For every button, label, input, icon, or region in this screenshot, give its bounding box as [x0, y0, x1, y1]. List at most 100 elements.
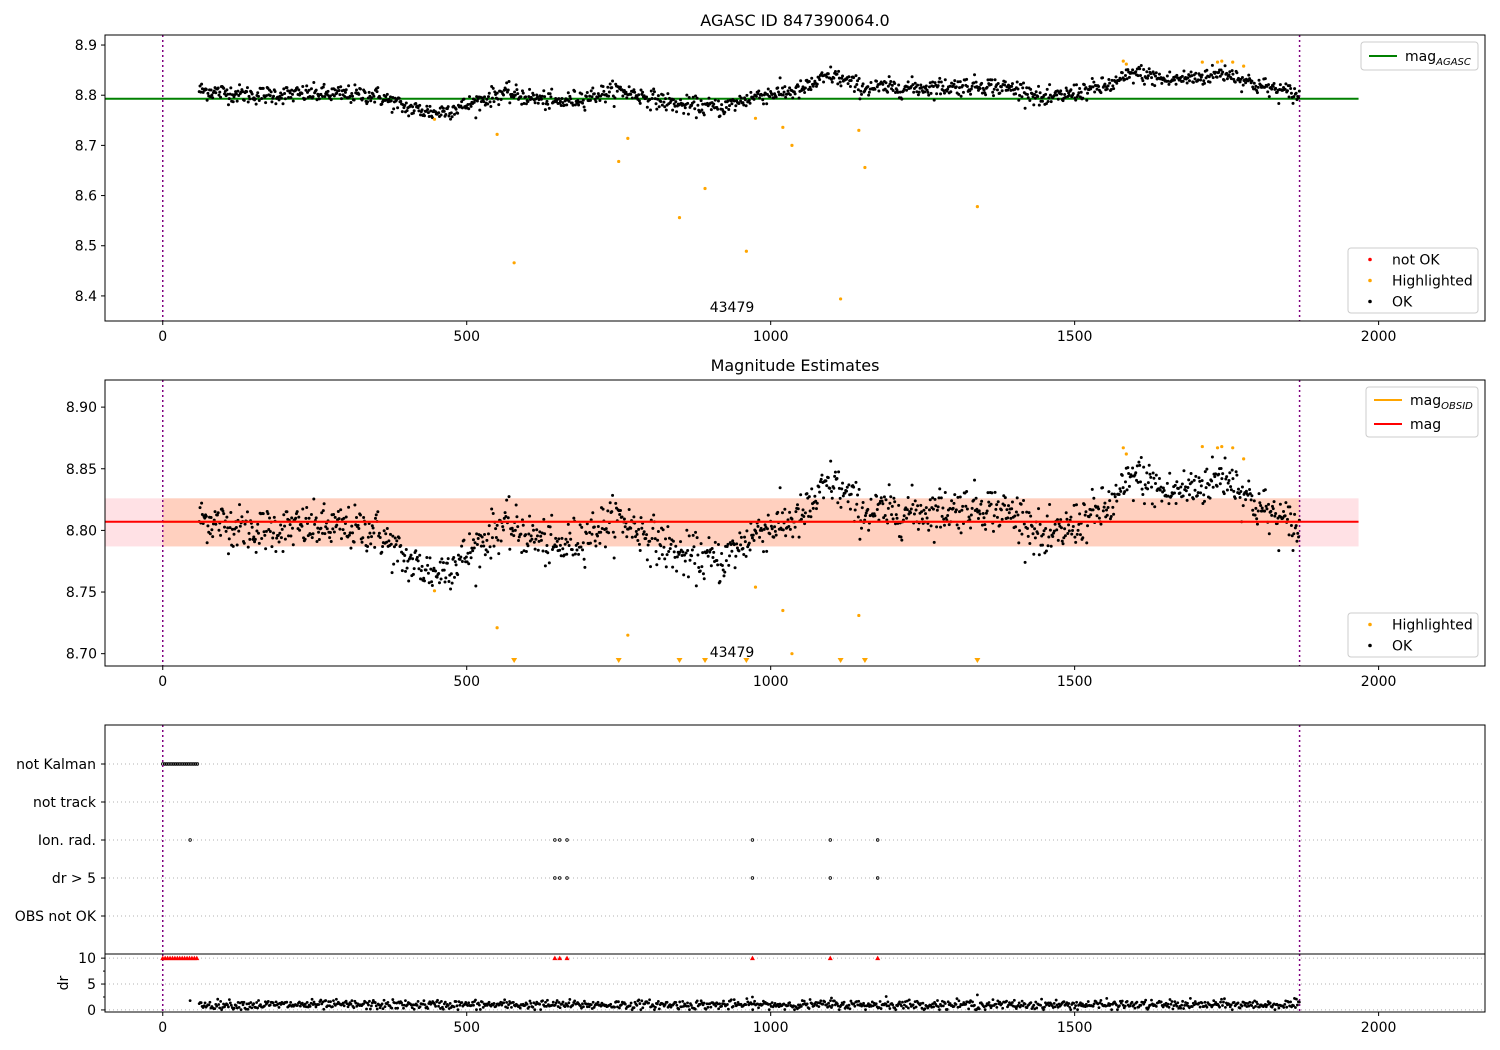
dr-point [619, 1003, 623, 1007]
ok-point [238, 503, 242, 507]
ok-point [687, 95, 691, 99]
ok-point [1022, 499, 1026, 503]
dr-point [436, 998, 439, 1002]
flag-marker [164, 762, 169, 766]
ok-point [622, 517, 626, 521]
dr-point [628, 1004, 632, 1008]
ok-point [528, 87, 532, 91]
ok-point [350, 91, 354, 95]
ok-point [209, 88, 213, 92]
ok-point [281, 550, 285, 554]
ok-point [645, 105, 649, 109]
dr-point [440, 999, 443, 1003]
dr-point [241, 1003, 245, 1007]
ok-point [818, 480, 822, 484]
ok-point [353, 503, 357, 507]
ok-point [1149, 475, 1153, 479]
ok-point [1182, 469, 1186, 473]
ok-point [201, 90, 205, 94]
ok-point [549, 95, 553, 99]
dr-point [434, 1004, 437, 1008]
ok-point [957, 92, 961, 96]
ok-point [520, 102, 524, 106]
ok-point [519, 95, 523, 99]
ok-point [948, 507, 952, 511]
ok-point [571, 553, 575, 557]
ok-point [837, 470, 841, 474]
ok-point [356, 523, 360, 527]
ok-point [839, 84, 843, 88]
dr-point [518, 1006, 522, 1010]
ok-point [641, 90, 645, 94]
ok-point [338, 527, 342, 531]
ok-point [691, 533, 695, 537]
ok-point [1272, 500, 1276, 504]
ok-point [524, 95, 528, 99]
ok-point [1073, 535, 1077, 539]
ok-point [1238, 496, 1242, 500]
ok-point [866, 85, 870, 89]
ok-point [246, 100, 250, 104]
ok-point [976, 517, 980, 521]
ok-point [295, 86, 299, 90]
ok-point [867, 93, 871, 97]
ok-point [852, 485, 856, 489]
dr-point [835, 1002, 839, 1006]
ok-point [557, 537, 561, 541]
ok-point [1095, 514, 1099, 518]
ok-point [588, 531, 592, 535]
ok-point [1145, 471, 1149, 475]
ok-point [601, 507, 605, 511]
ok-point [1199, 78, 1203, 82]
ok-point [326, 89, 330, 93]
ok-point [311, 532, 315, 536]
ok-point [234, 526, 238, 530]
dr-point [657, 1007, 661, 1011]
ok-point [437, 572, 441, 576]
dr-point [477, 1003, 481, 1007]
ok-point [889, 495, 893, 499]
x-tick-label: 0 [158, 329, 167, 345]
ok-point [443, 580, 447, 584]
ok-point [826, 476, 830, 480]
y-tick-label: 8.75 [66, 585, 97, 601]
ok-point [980, 499, 984, 503]
ok-point [425, 104, 429, 108]
ok-point [1103, 501, 1107, 505]
ok-point [1079, 90, 1083, 94]
x-tick-label: 0 [158, 674, 167, 690]
ok-point [961, 83, 965, 87]
ok-point [227, 97, 231, 101]
dr-point [322, 1007, 326, 1011]
ok-point [275, 536, 279, 540]
ok-point [715, 559, 719, 563]
ok-point [656, 538, 660, 542]
ok-point [887, 483, 891, 487]
ok-point [380, 102, 384, 106]
ok-point [1193, 77, 1197, 81]
ok-point [942, 517, 946, 521]
flag-category-label: dr > 5 [52, 871, 96, 887]
ok-point [1273, 514, 1277, 518]
dr-point [289, 1001, 293, 1004]
ok-point [219, 95, 223, 99]
ok-point [211, 96, 215, 100]
ok-point [1032, 103, 1036, 107]
ok-point [407, 114, 411, 118]
dr-point [1123, 1004, 1127, 1008]
ok-point [1264, 504, 1268, 508]
ok-point [306, 522, 310, 526]
ok-point [446, 105, 450, 109]
ok-point [475, 532, 479, 536]
ok-point [534, 537, 538, 541]
dr-point [1032, 1003, 1036, 1007]
lower-limit-marker [743, 658, 750, 663]
ok-point [916, 527, 920, 531]
ok-point [219, 533, 223, 537]
ok-point [1272, 82, 1276, 86]
ok-point [580, 92, 584, 96]
ok-point [205, 541, 209, 545]
ok-point [1037, 84, 1041, 88]
ok-point [469, 104, 473, 108]
dr-point [1074, 1004, 1078, 1008]
